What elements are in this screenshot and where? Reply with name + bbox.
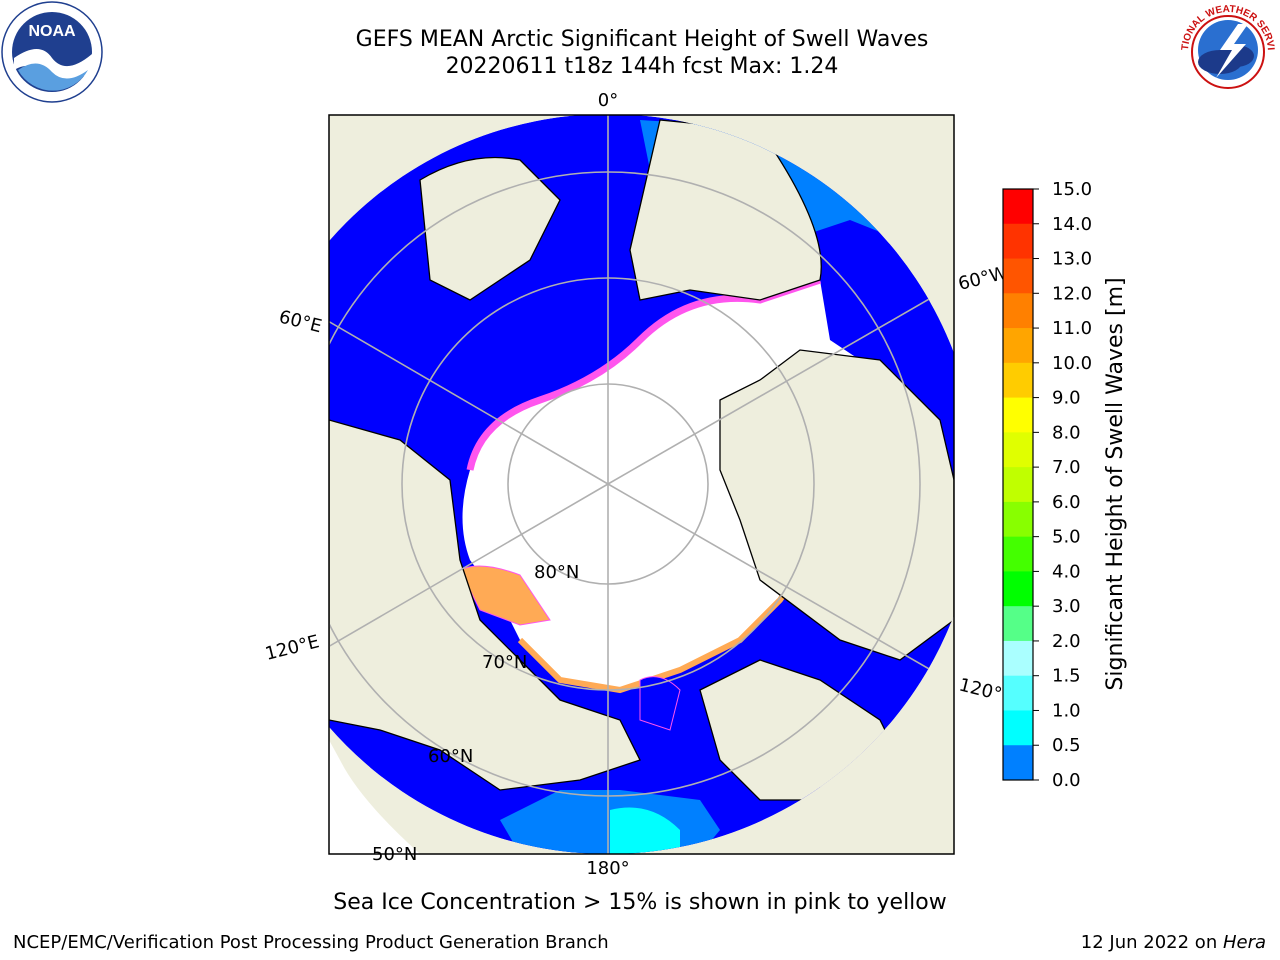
outside-domain-mask xyxy=(329,740,420,854)
colorbar-bin xyxy=(1003,258,1033,294)
colorbar-bin xyxy=(1003,640,1033,677)
meridian-120w xyxy=(607,483,954,705)
colorbar-bin xyxy=(1003,189,1033,225)
colorbar-tick-label: 0.5 xyxy=(1052,735,1081,756)
colorbar-bin xyxy=(1003,675,1033,711)
colorbar-bin xyxy=(1003,362,1033,399)
lat-label-60n: 60°N xyxy=(428,746,473,767)
colorbar-bin xyxy=(1003,710,1033,746)
nws-logo: NATIONAL WEATHER SERVICE xyxy=(1176,0,1278,102)
colorbar-tick-label: 0.0 xyxy=(1052,770,1081,791)
credit-host: Hera xyxy=(1222,932,1266,953)
colorbar-bin xyxy=(1003,571,1033,607)
ice-edge-pink xyxy=(466,276,822,471)
ice-edge-orange xyxy=(517,538,823,694)
credit-date: 12 Jun 2022 on xyxy=(1080,932,1223,953)
map-frame xyxy=(328,114,955,855)
colorbar-tick-label: 1.5 xyxy=(1052,666,1081,687)
lat-label-80n: 80°N xyxy=(534,562,579,583)
colorbar-tick-label: 8.0 xyxy=(1052,422,1081,443)
colorbar-tick-label: 7.0 xyxy=(1052,457,1081,478)
colorbar-bin xyxy=(1003,223,1033,260)
colorbar-bin xyxy=(1003,432,1033,468)
colorbar-tick-label: 10.0 xyxy=(1052,353,1092,374)
lon-label-0: 0° xyxy=(598,90,618,111)
noaa-logo-text: NOAA xyxy=(28,23,76,40)
colorbar-bin xyxy=(1003,293,1033,329)
graticule xyxy=(329,115,954,854)
colorbar-tick-label: 14.0 xyxy=(1052,214,1092,235)
kara-sea-ice xyxy=(459,565,551,626)
siberia-land xyxy=(329,419,641,791)
colorbar-bin xyxy=(1003,745,1033,781)
credit-right: 12 Jun 2022 on Hera xyxy=(1081,932,1266,953)
colorbar: 15.0 14.0 13.0 12.0 11.0 10.0 9.0 8.0 7.0 6.0 5.0 4… xyxy=(1002,179,1092,791)
colorbar-tick-label: 9.0 xyxy=(1052,388,1081,409)
colorbar-tick-label: 3.0 xyxy=(1052,596,1081,617)
meridian-60w xyxy=(607,263,954,485)
colorbar-bin xyxy=(1003,501,1033,538)
colorbar-bin xyxy=(1003,536,1033,572)
ice-footnote: Sea Ice Concentration > 15% is shown in … xyxy=(333,890,947,915)
meridian-60e xyxy=(329,263,609,485)
colorbar-tick-label: 6.0 xyxy=(1052,492,1081,513)
colorbar-tick-label: 11.0 xyxy=(1052,318,1092,339)
colorbar-tick-label: 1.0 xyxy=(1052,700,1081,721)
lon-label-180: 180° xyxy=(586,858,629,879)
colorbar-tick-label: 13.0 xyxy=(1052,249,1092,270)
meridian-120e xyxy=(329,483,609,705)
colorbar-bin xyxy=(1003,397,1033,433)
colorbar-tick-label: 12.0 xyxy=(1052,283,1092,304)
colorbar-title: Significant Height of Swell Waves [m] xyxy=(1103,277,1128,691)
colorbar-bin xyxy=(1003,606,1033,642)
pacific-swell-high xyxy=(610,807,680,854)
lon-label-60w: 60°W xyxy=(956,262,1010,294)
colorbar-tick-label: 15.0 xyxy=(1052,179,1092,200)
chart-subtitle: 20220611 t18z 144h fcst Max: 1.24 xyxy=(445,54,839,79)
lat-label-50n: 50°N xyxy=(372,844,417,865)
lon-label-120e: 120°E xyxy=(263,631,321,665)
colorbar-bin xyxy=(1003,467,1033,503)
lon-label-60e: 60°E xyxy=(277,306,324,337)
lat-label-70n: 70°N xyxy=(482,652,527,673)
noaa-logo: NOAA xyxy=(1,1,103,103)
colorbar-tick-label: 5.0 xyxy=(1052,527,1081,548)
colorbar-frame xyxy=(1002,188,1034,781)
colorbar-bin xyxy=(1003,328,1033,364)
credit-left: NCEP/EMC/Verification Post Processing Pr… xyxy=(13,932,609,953)
chart-title: GEFS MEAN Arctic Significant Height of S… xyxy=(355,27,929,52)
colorbar-tick-label: 4.0 xyxy=(1052,561,1081,582)
scandinavia-land xyxy=(419,156,561,301)
colorbar-tick-label: 2.0 xyxy=(1052,631,1081,652)
